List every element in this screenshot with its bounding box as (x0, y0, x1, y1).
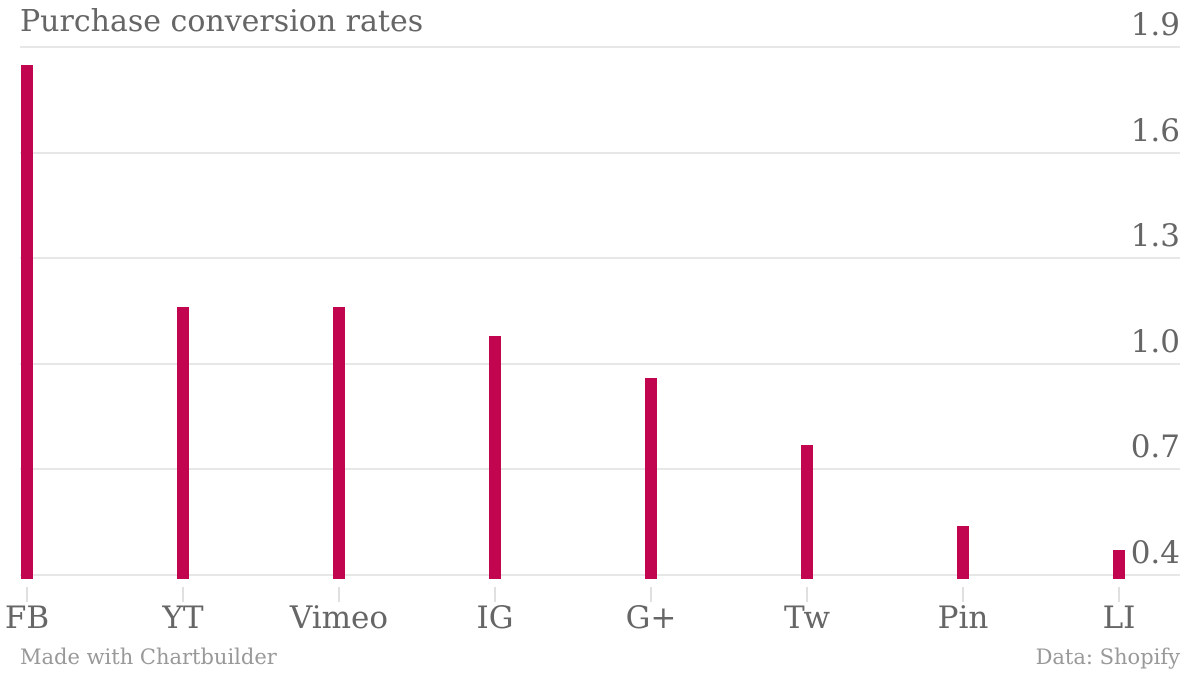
bar-g-plus (645, 377, 657, 579)
gridline-1.0 (20, 362, 1180, 365)
x-tick-label-g-plus: G+ (625, 600, 677, 636)
y-tick-label-1.6: 1.6 (1130, 112, 1180, 149)
x-tick-label-tw: Tw (783, 600, 831, 636)
x-axis-tick-yt (182, 587, 184, 602)
y-tick-label-0.4: 0.4 (1130, 535, 1180, 571)
x-axis-tick-pin (962, 587, 964, 602)
bar-li (1113, 550, 1125, 579)
gridline-1.6 (20, 151, 1180, 154)
x-tick-label-yt: YT (162, 600, 204, 636)
gridline-1.9 (20, 46, 1180, 48)
chart-title: Purchase conversion rates (20, 4, 424, 39)
x-axis-tick-ig (494, 587, 496, 602)
bar-ig (489, 335, 501, 579)
x-tick-label-pin: Pin (937, 600, 989, 636)
bar-vimeo (333, 307, 345, 579)
x-axis-tick-fb (26, 587, 28, 602)
x-tick-label-fb: FB (4, 600, 50, 636)
x-axis-tick-g-plus (650, 587, 652, 602)
bar-tw (801, 444, 813, 579)
bar-fb (21, 64, 33, 579)
y-tick-label-0.7: 0.7 (1130, 429, 1180, 466)
data-source: Data: Shopify (1035, 645, 1180, 669)
chartbuilder-credit: Made with Chartbuilder (20, 645, 277, 669)
gridline-0.4 (20, 574, 1180, 576)
gridline-0.7 (20, 468, 1180, 471)
y-tick-label-1.3: 1.3 (1130, 218, 1180, 255)
x-axis-tick-tw (806, 587, 808, 602)
x-axis-tick-vimeo (338, 587, 340, 602)
x-tick-label-li: LI (1102, 600, 1136, 636)
x-axis-tick-li (1118, 587, 1120, 602)
y-tick-label-1.9: 1.9 (1130, 7, 1180, 43)
y-tick-label-1.0: 1.0 (1130, 323, 1180, 360)
x-tick-label-vimeo: Vimeo (289, 600, 389, 636)
x-tick-label-ig: IG (476, 600, 514, 636)
bar-pin (957, 525, 969, 579)
gridline-1.3 (20, 257, 1180, 260)
bar-yt (177, 307, 189, 579)
